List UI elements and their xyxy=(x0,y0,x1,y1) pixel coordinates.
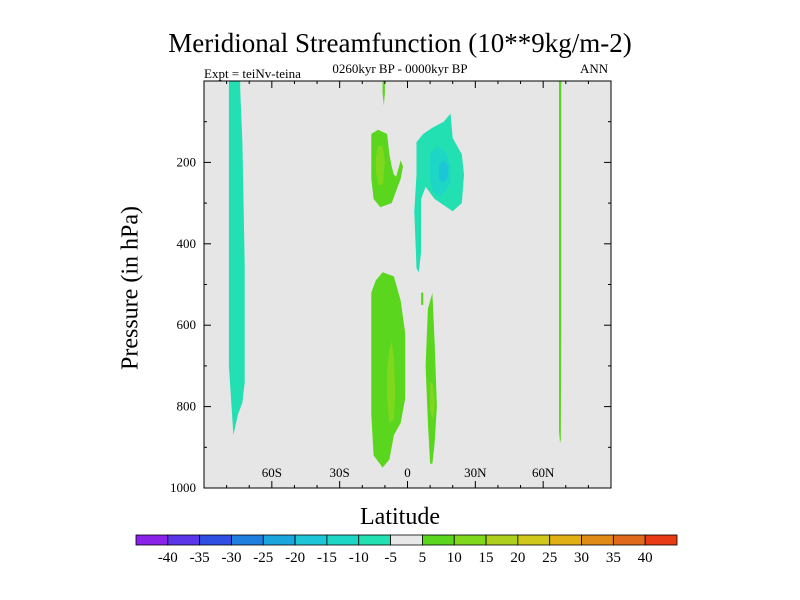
experiment-label: Expt = teiNv-teina xyxy=(204,66,301,81)
colorbar-label: 25 xyxy=(542,550,557,566)
colorbar-swatch xyxy=(644,534,678,546)
colorbar-swatch xyxy=(549,534,582,546)
colorbar-swatch xyxy=(390,534,423,546)
colorbar-label: -30 xyxy=(221,550,241,566)
contour-lower-north-core xyxy=(430,382,435,419)
colorbar-label: 5 xyxy=(419,550,427,566)
colorbar-swatch xyxy=(422,534,455,546)
season-label: ANN xyxy=(580,61,609,76)
contour-northern-high-lat-line xyxy=(559,81,562,444)
contour-upper-north-core-inner xyxy=(439,160,449,183)
colorbar-label: -40 xyxy=(158,550,178,566)
chart-title: Meridional Streamfunction (10**9kg/m-2) xyxy=(168,28,632,58)
x-tick-label: 30N xyxy=(464,465,487,480)
contour-upper-thin-line xyxy=(382,81,385,106)
x-axis-label: Latitude xyxy=(360,504,440,530)
y-tick-label: 800 xyxy=(177,399,197,414)
colorbar-label: -20 xyxy=(285,550,305,566)
plot-area xyxy=(203,80,612,489)
colorbar-label: -15 xyxy=(317,550,337,566)
colorbar-label: -10 xyxy=(349,550,369,566)
colorbar-swatch xyxy=(453,534,487,546)
colorbar-swatch xyxy=(294,534,328,546)
x-axis: 60S 30S 0 30N 60N xyxy=(226,81,589,488)
y-tick-label: 200 xyxy=(177,154,197,169)
colorbar-swatch xyxy=(135,534,169,546)
contour-lower-south-core xyxy=(387,341,396,423)
colorbar-swatch xyxy=(581,534,614,546)
colorbar-label: 35 xyxy=(606,550,621,566)
y-tick-label: 1000 xyxy=(170,480,196,495)
colorbar-swatch xyxy=(517,534,551,546)
colorbar-label: -35 xyxy=(190,550,210,566)
contour-lower-north-column xyxy=(425,292,437,464)
contour-southern-high-lat-column xyxy=(228,81,245,436)
colorbar-label: 20 xyxy=(510,550,525,566)
contour-upper-south-core xyxy=(375,146,385,185)
colorbar-label: -25 xyxy=(253,550,273,566)
x-tick-label: 30S xyxy=(330,465,350,480)
colorbar-label: 40 xyxy=(638,550,653,566)
colorbar-swatch xyxy=(199,534,232,546)
x-tick-label: 60S xyxy=(262,465,282,480)
colorbar-label: 30 xyxy=(574,550,589,566)
y-tick-label: 600 xyxy=(177,317,197,332)
colorbar-swatch xyxy=(612,534,646,546)
colorbar: -40 -35 -30 -25 -20 -15 -10 -5 5 10 15 20 25 30 35 40 xyxy=(135,534,678,566)
chart-subtitle: 0260kyr BP - 0000kyr BP xyxy=(332,61,468,76)
y-tick-label: 400 xyxy=(177,236,197,251)
x-tick-label: 60N xyxy=(532,465,555,480)
colorbar-swatch xyxy=(358,534,391,546)
colorbar-swatch xyxy=(326,534,360,546)
colorbar-swatch xyxy=(167,534,201,546)
colorbar-label: 15 xyxy=(479,550,494,566)
colorbar-swatch xyxy=(231,534,264,546)
colorbar-swatch xyxy=(262,534,296,546)
y-axis: 200 400 600 800 1000 xyxy=(170,121,611,495)
colorbar-label: 10 xyxy=(447,550,462,566)
contour-regions xyxy=(228,81,562,468)
colorbar-label: -5 xyxy=(384,550,397,566)
x-tick-label: 0 xyxy=(404,465,411,480)
colorbar-swatch xyxy=(485,534,519,546)
contour-tiny-mark xyxy=(421,292,424,305)
